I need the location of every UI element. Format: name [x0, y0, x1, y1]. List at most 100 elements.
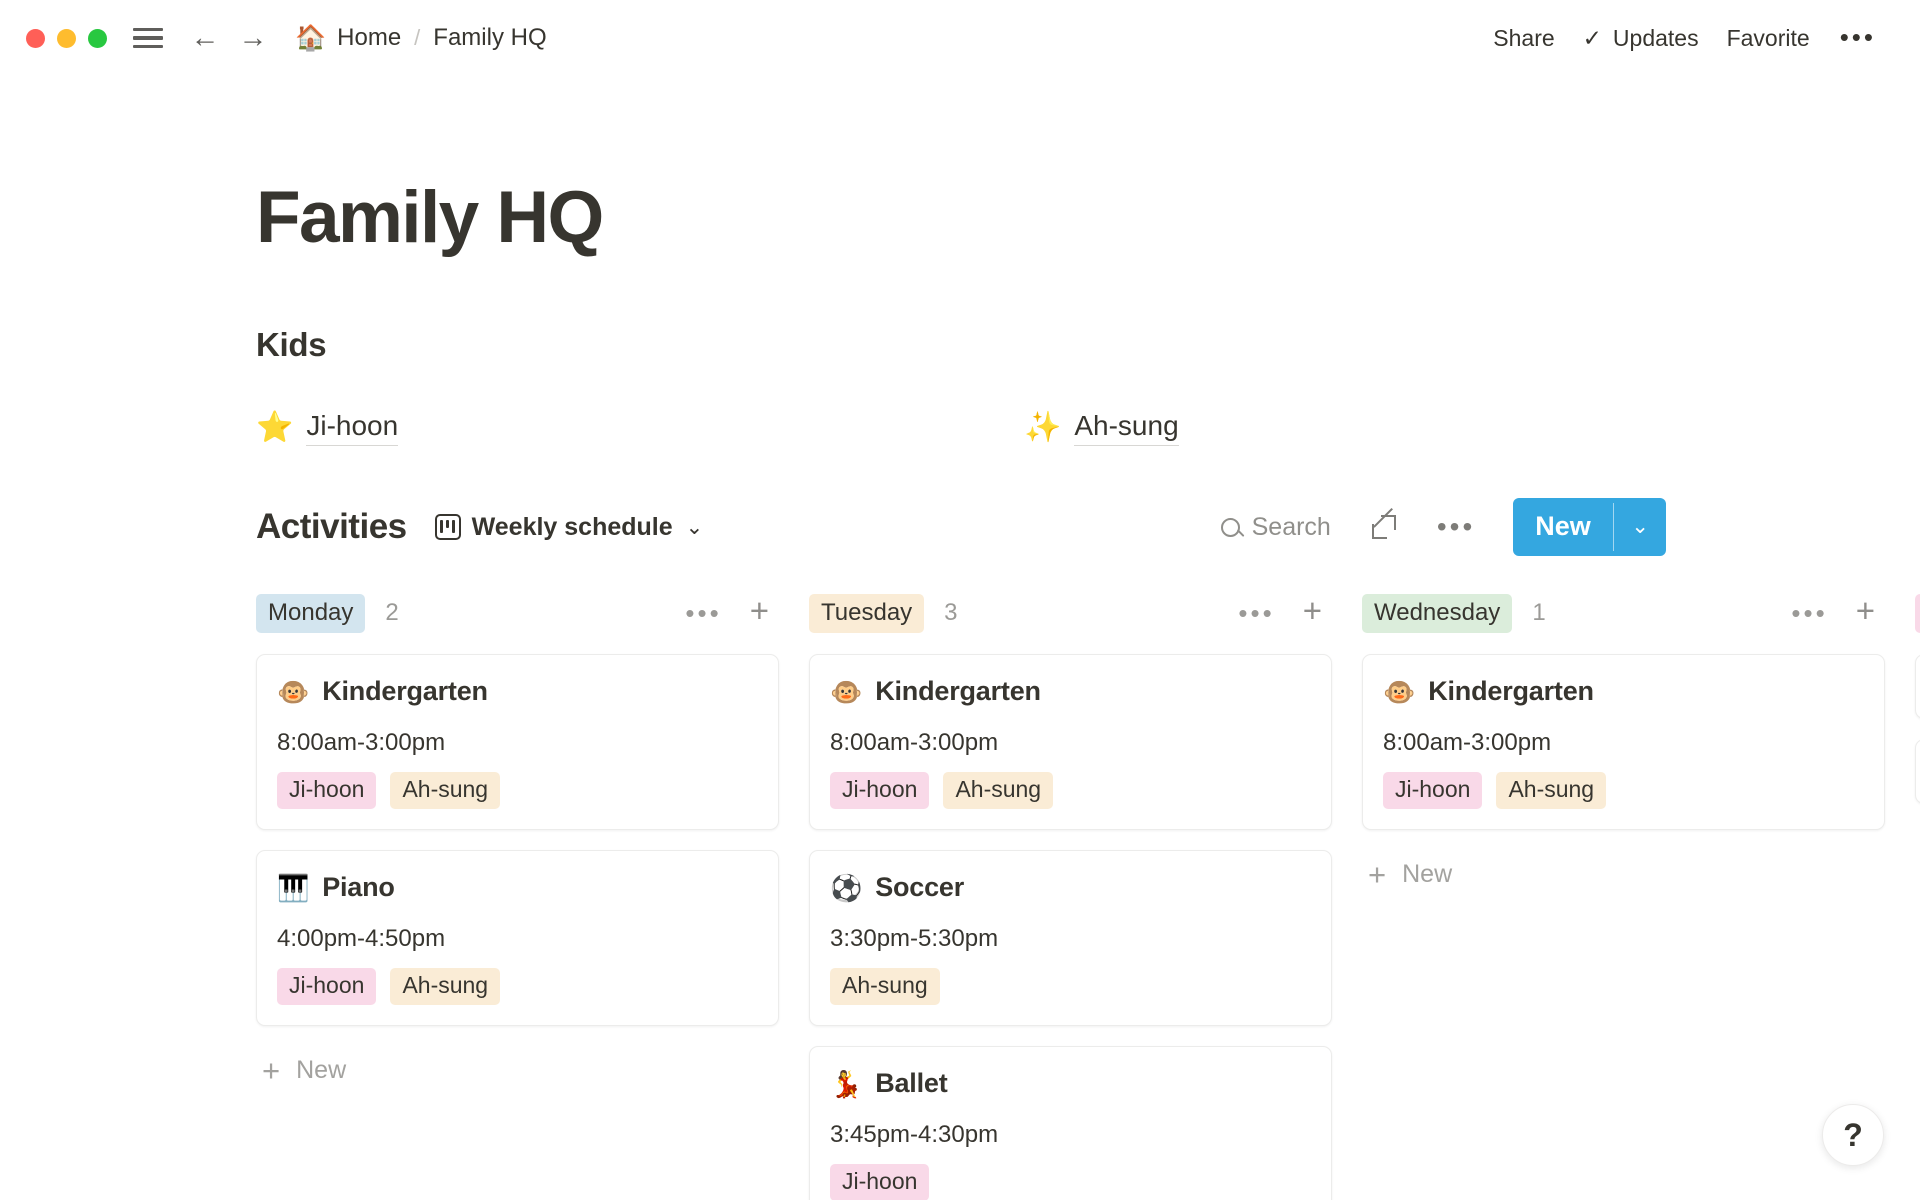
check-icon: ✓ — [1582, 24, 1602, 51]
activity-title-text: Soccer — [875, 872, 965, 902]
board-column-more-icon[interactable]: ••• — [685, 597, 722, 628]
expand-button[interactable] — [1353, 507, 1415, 546]
close-window-button[interactable] — [26, 28, 45, 48]
activity-title-text: Ballet — [875, 1068, 948, 1098]
page-title: Family HQ — [256, 177, 604, 258]
favorite-button[interactable]: Favorite — [1726, 24, 1810, 51]
activity-person-tags: Ji-hoon Ah-sung — [1383, 772, 1864, 809]
board-column-tag[interactable]: Monday — [256, 593, 366, 633]
board-column: Wednesday 1 ••• + 🐵 Kindergarten 8:00am-3:00pm… — [1362, 590, 1915, 1200]
board-column-tag[interactable]: Thursday — [1915, 593, 1920, 633]
activity-card-title: 🐵 Kindergarten — [1383, 676, 1864, 707]
more-options-icon[interactable]: ••• — [1839, 22, 1876, 53]
kid-link-ah-sung[interactable]: ✨ Ah-sung — [1024, 410, 1179, 446]
kids-row: ⭐ Ji-hoon ✨ Ah-sung — [256, 410, 1920, 446]
activity-time-range: 3:30pm-5:30pm — [830, 925, 999, 952]
board-column-add-icon[interactable]: + — [1302, 592, 1322, 630]
view-selector-weekly-schedule[interactable]: Weekly schedule ⌄ — [434, 512, 704, 542]
board-column-add-icon[interactable]: + — [1855, 592, 1875, 630]
person-tag: Ji-hoon — [830, 772, 930, 809]
board-column-count: 3 — [944, 599, 958, 626]
forward-arrow-icon[interactable]: → — [238, 21, 268, 54]
new-button[interactable]: New ⌄ — [1513, 498, 1666, 556]
help-button[interactable]: ? — [1822, 1104, 1884, 1166]
page-content: Family HQ Kids ⭐ Ji-hoon ✨ Ah-sung Activ… — [0, 181, 1920, 1200]
view-name-label: Weekly schedule — [471, 512, 673, 541]
person-tag: Ah-sung — [830, 968, 940, 1005]
activity-title-text: Kindergarten — [322, 676, 488, 706]
new-button-label: New — [1535, 511, 1591, 541]
new-button-chevron-icon[interactable]: ⌄ — [1631, 515, 1649, 538]
breadcrumb-separator: / — [414, 25, 421, 50]
kid-link-ji-hoon[interactable]: ⭐ Ji-hoon — [256, 410, 1024, 446]
activity-card-title: 💃 Ballet — [830, 1068, 1311, 1099]
person-tag: Ah-sung — [390, 772, 501, 809]
board-column-actions: ••• + — [1781, 592, 1885, 630]
board-column-more-icon[interactable]: ••• — [1238, 597, 1275, 628]
board-column-actions: ••• + — [675, 592, 779, 630]
activity-card[interactable]: ⚽ Soccer 3:30pm-5:30pm Ah-sung — [809, 850, 1332, 1026]
activity-card[interactable]: 🐵 Kindergarten 8:00am-3:00pm Ji-hoon Ah-sung — [809, 654, 1332, 830]
board-column: Tuesday 3 ••• + 🐵 Kindergarten 8:00am-3:00pm Ji… — [809, 590, 1362, 1200]
activity-time-range: 8:00am-3:00pm — [277, 729, 446, 756]
share-button[interactable]: Share — [1493, 24, 1555, 51]
board-column-header: Tuesday 3 ••• + — [809, 590, 1332, 636]
titlebar: ← → 🏠 Home / Family HQ Share ✓ Updates F… — [0, 0, 1920, 76]
chevron-down-icon: ⌄ — [685, 515, 704, 539]
search-icon — [1220, 517, 1240, 537]
person-tag: Ji-hoon — [277, 968, 377, 1005]
activity-card[interactable]: 💃 Ballet 3:45pm-4:30pm Ji-hoon — [809, 1046, 1332, 1200]
board-column-tag[interactable]: Tuesday — [809, 593, 925, 633]
activity-emoji-icon: 🐵 — [1383, 676, 1416, 707]
activity-card[interactable]: 🐵 Kindergarten 8:00am-3:00pm Ji-hoon Ah-sung — [256, 654, 779, 830]
hamburger-icon[interactable] — [133, 26, 163, 50]
database-header: Activities Weekly schedule ⌄ Search ••• … — [256, 498, 1920, 556]
database-more-icon[interactable]: ••• — [1436, 511, 1476, 542]
breadcrumb-item-home[interactable]: Home — [337, 24, 402, 51]
minimize-window-button[interactable] — [57, 28, 76, 48]
activity-emoji-icon: 💃 — [830, 1068, 863, 1099]
board-column-count: 2 — [385, 599, 399, 626]
activity-card[interactable]: 🎹 Piano 4:00pm-4:50pm Ji-hoon Ah-sung — [256, 850, 779, 1026]
activity-emoji-icon: 🎹 — [277, 872, 310, 903]
activity-card-title: 🎹 Piano — [277, 872, 758, 903]
activity-card[interactable]: 🐵 Kindergarten 8:00am-3:00pm Ji-hoon Ah-sung — [1362, 654, 1885, 830]
expand-icon — [1371, 507, 1397, 540]
person-tag: Ji-hoon — [1383, 772, 1483, 809]
database-toolbar: Search ••• New ⌄ — [1213, 498, 1666, 556]
activity-time-range: 4:00pm-4:50pm — [277, 925, 446, 952]
activity-emoji-icon: 🐵 — [830, 676, 863, 707]
board: Monday 2 ••• + 🐵 Kindergarten 8:00am-3:00pm Ji-… — [256, 590, 1920, 1200]
activity-card[interactable] — [1915, 654, 1920, 719]
plus-icon: + — [1368, 856, 1387, 892]
maximize-window-button[interactable] — [88, 28, 107, 48]
activity-title-text: Kindergarten — [875, 676, 1041, 706]
activity-person-tags: Ah-sung — [830, 968, 1311, 1005]
board-column-new-button[interactable]: + New — [256, 1046, 779, 1095]
person-tag: Ah-sung — [1496, 772, 1607, 809]
person-tag: Ji-hoon — [830, 1164, 930, 1200]
updates-button[interactable]: ✓ Updates — [1569, 19, 1713, 58]
person-tag: Ah-sung — [943, 772, 1054, 809]
activity-person-tags: Ji-hoon Ah-sung — [830, 772, 1311, 809]
board-column-header: Wednesday 1 ••• + — [1362, 590, 1885, 636]
plus-icon: + — [262, 1052, 281, 1088]
search-button[interactable]: Search — [1213, 507, 1339, 548]
activity-title-text: Piano — [322, 872, 395, 902]
sparkles-icon: ✨ — [1024, 411, 1062, 444]
database-title[interactable]: Activities — [256, 507, 407, 546]
board-column: Monday 2 ••• + 🐵 Kindergarten 8:00am-3:00pm Ji-… — [256, 590, 809, 1200]
activity-emoji-icon: 🐵 — [277, 676, 310, 707]
board-column-add-icon[interactable]: + — [749, 592, 769, 630]
activity-card[interactable] — [1915, 739, 1920, 804]
kids-heading: Kids — [256, 326, 327, 363]
search-label: Search — [1251, 512, 1331, 541]
new-card-label: New — [296, 1056, 347, 1084]
activity-person-tags: Ji-hoon Ah-sung — [277, 968, 758, 1005]
board-column-tag[interactable]: Wednesday — [1362, 593, 1513, 633]
breadcrumb-item-current[interactable]: Family HQ — [433, 24, 547, 51]
board-column-more-icon[interactable]: ••• — [1791, 597, 1828, 628]
board-column-actions: ••• + — [1228, 592, 1332, 630]
back-arrow-icon[interactable]: ← — [190, 21, 220, 54]
board-column-new-button[interactable]: + New — [1362, 850, 1885, 899]
